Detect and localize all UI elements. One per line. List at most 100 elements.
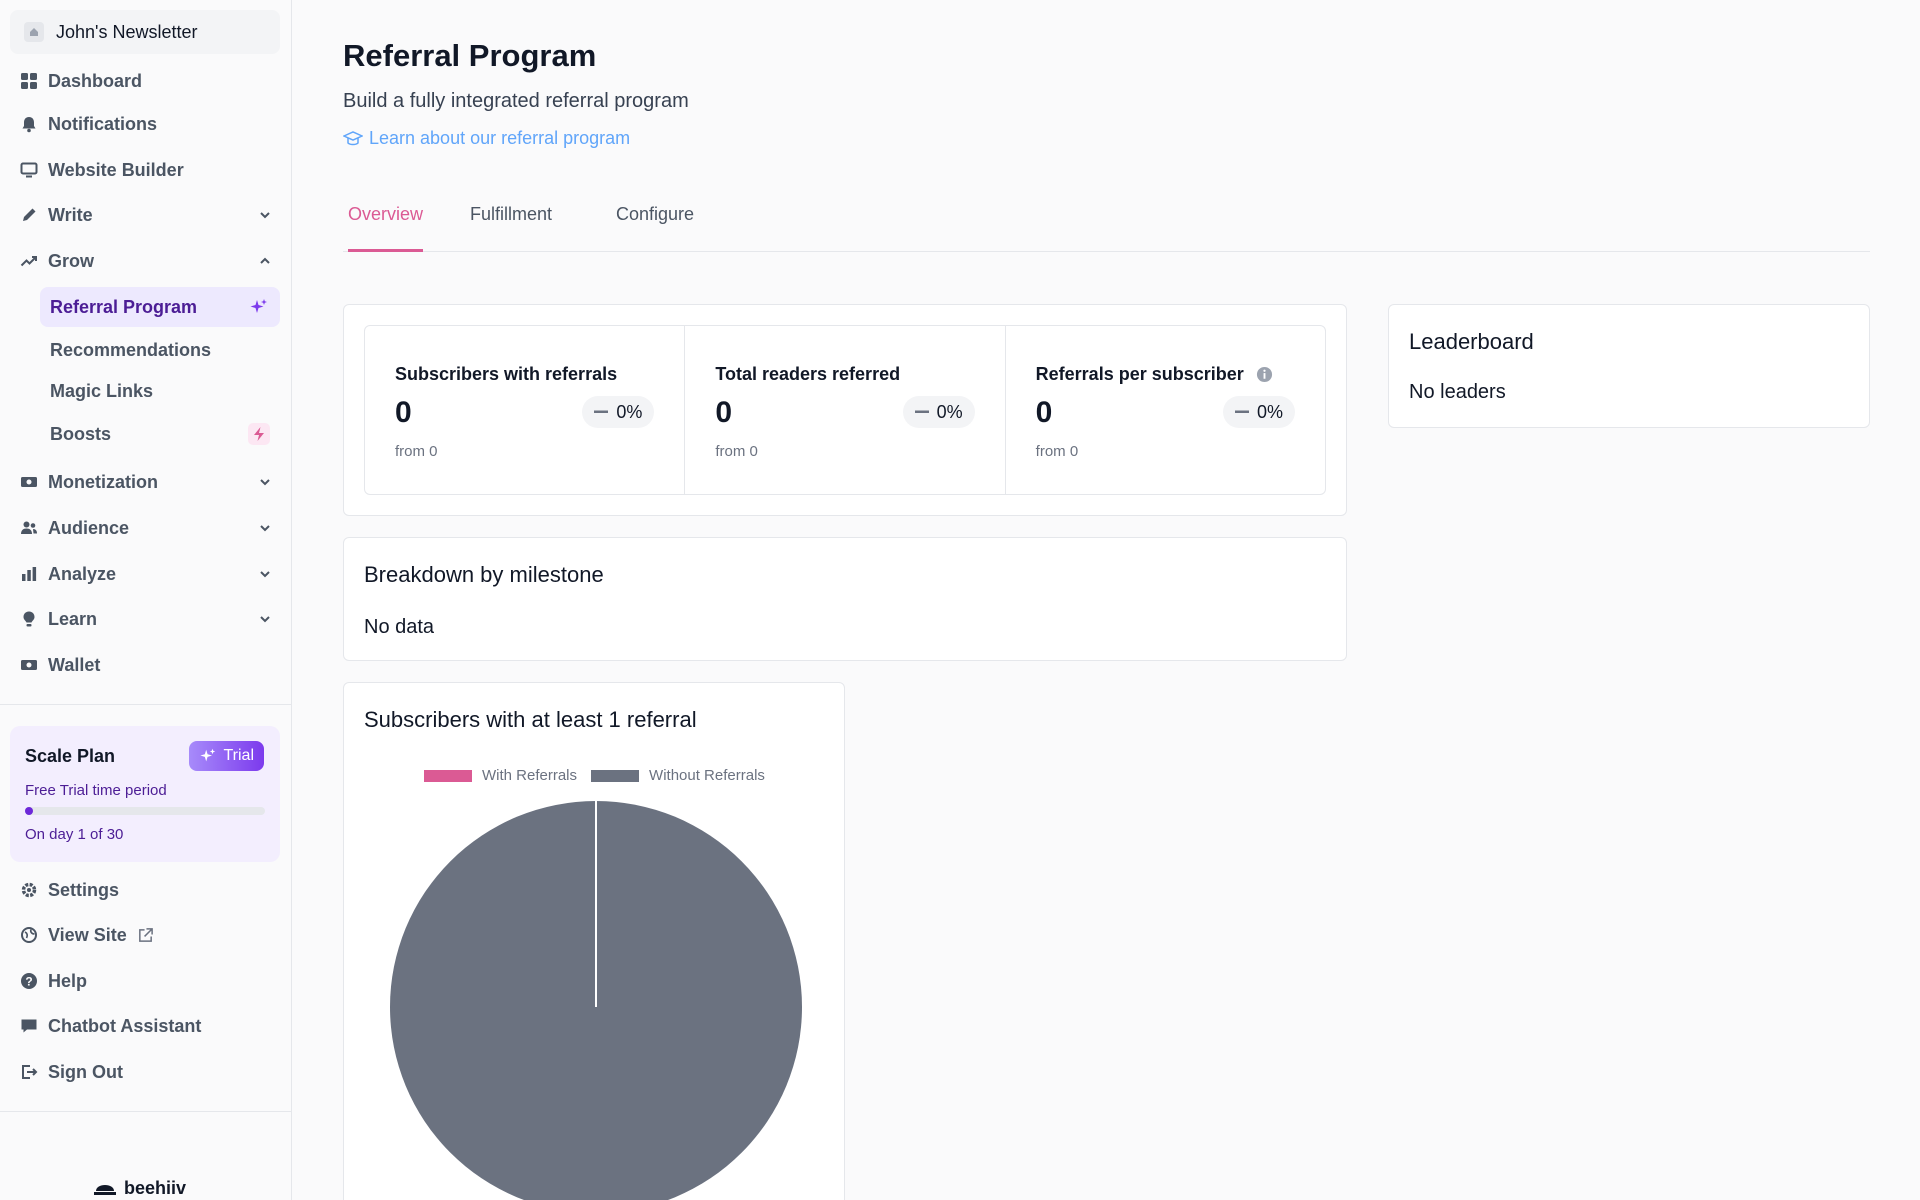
globe-icon xyxy=(20,926,38,944)
nav-sign-out[interactable]: Sign Out xyxy=(20,1054,282,1090)
stat-from: from 0 xyxy=(715,443,758,460)
wallet-icon xyxy=(20,656,38,674)
change-badge: 0% xyxy=(902,396,975,428)
publication-logo-icon xyxy=(24,22,44,42)
chevron-down-icon xyxy=(260,571,270,578)
stat-label-text: Total readers referred xyxy=(715,364,901,384)
nav-label: Sign Out xyxy=(48,1061,123,1082)
chart-legend: With Referrals Without Referrals xyxy=(424,767,779,784)
bee-icon xyxy=(94,1184,116,1195)
sidebar-item-boosts[interactable]: Boosts xyxy=(40,414,280,454)
change-value: 0% xyxy=(1256,401,1283,422)
sub-label: Recommendations xyxy=(50,339,212,360)
publication-switcher[interactable]: John's Newsletter xyxy=(10,10,280,54)
graduation-cap-icon xyxy=(343,130,363,145)
nav-write[interactable]: Write xyxy=(20,197,282,233)
sign-out-icon xyxy=(20,1063,38,1081)
stats-card: Subscribers with referrals 0 0% from 0 T… xyxy=(343,304,1347,516)
info-icon[interactable] xyxy=(1256,366,1273,383)
learn-referral-link[interactable]: Learn about our referral program xyxy=(343,128,630,149)
dash-icon xyxy=(914,410,929,413)
stat-label: Total readers referred xyxy=(715,364,900,385)
nav-settings[interactable]: Settings xyxy=(20,872,282,908)
chart-title: Subscribers with at least 1 referral xyxy=(364,707,697,732)
stat-from: from 0 xyxy=(1035,443,1079,460)
legend-swatch xyxy=(591,769,640,782)
sidebar-item-recommendations[interactable]: Recommendations xyxy=(40,330,280,370)
stat-value: 0 xyxy=(1035,396,1053,429)
main-content: Referral Program Build a fully integrate… xyxy=(293,0,1920,1200)
plan-card: Scale Plan Trial Free Trial time period … xyxy=(10,726,280,862)
chat-icon xyxy=(20,1017,38,1035)
cash-icon xyxy=(20,473,38,491)
sub-label: Magic Links xyxy=(50,380,154,401)
dash-icon xyxy=(1234,410,1249,413)
stat-subscribers-with-referrals: Subscribers with referrals 0 0% from 0 xyxy=(365,326,686,494)
sidebar-item-referral-program[interactable]: Referral Program xyxy=(40,287,280,327)
trial-label: Trial xyxy=(223,747,254,764)
legend-item-without-referrals[interactable]: Without Referrals xyxy=(591,767,765,784)
tab-fulfillment[interactable]: Fulfillment xyxy=(470,204,553,224)
legend-label: Without Referrals xyxy=(649,767,765,784)
nav-wallet[interactable]: Wallet xyxy=(20,647,282,683)
pie-chart xyxy=(390,801,802,1200)
nav-label: Website Builder xyxy=(48,159,184,180)
stats-grid: Subscribers with referrals 0 0% from 0 T… xyxy=(364,325,1326,495)
leaderboard-card: Leaderboard No leaders xyxy=(1388,304,1870,428)
legend-swatch xyxy=(424,769,472,782)
nav-label: Analyze xyxy=(48,563,117,584)
nav-label: Dashboard xyxy=(48,70,143,91)
chevron-down-icon xyxy=(260,212,270,219)
change-badge: 0% xyxy=(582,396,655,428)
stat-label-text: Referrals per subscriber xyxy=(1035,364,1244,384)
sub-label: Boosts xyxy=(50,423,112,444)
nav-website-builder[interactable]: Website Builder xyxy=(20,152,282,188)
trial-progress-bar xyxy=(25,807,265,815)
change-value: 0% xyxy=(616,401,643,422)
chevron-down-icon xyxy=(260,525,270,532)
sparkles-icon xyxy=(248,296,270,318)
chevron-down-icon xyxy=(260,616,270,623)
tab-overview[interactable]: Overview xyxy=(348,204,424,252)
nav-chatbot[interactable]: Chatbot Assistant xyxy=(20,1008,282,1044)
tab-configure[interactable]: Configure xyxy=(616,204,695,224)
nav-label: Learn xyxy=(48,608,98,629)
trial-badge[interactable]: Trial xyxy=(189,741,264,771)
plan-day: On day 1 of 30 xyxy=(25,826,124,843)
trend-up-icon xyxy=(20,252,38,270)
dash-icon xyxy=(594,410,609,413)
nav-analyze[interactable]: Analyze xyxy=(20,556,282,592)
chevron-down-icon xyxy=(260,479,270,486)
divider xyxy=(0,704,292,705)
milestone-title: Breakdown by milestone xyxy=(364,562,604,587)
bell-icon xyxy=(20,115,38,133)
stat-label: Referrals per subscriber xyxy=(1036,364,1273,385)
milestone-body: No data xyxy=(364,616,435,638)
nav-audience[interactable]: Audience xyxy=(20,510,282,546)
nav-label: Chatbot Assistant xyxy=(48,1015,202,1036)
nav-help[interactable]: ? Help xyxy=(20,963,282,999)
nav-label: Wallet xyxy=(48,654,101,675)
nav-label: Grow xyxy=(48,250,95,271)
page-subtitle: Build a fully integrated referral progra… xyxy=(343,90,689,112)
monitor-icon xyxy=(20,161,38,179)
users-icon xyxy=(20,519,38,537)
sidebar-item-magic-links[interactable]: Magic Links xyxy=(40,371,280,411)
legend-label: With Referrals xyxy=(482,767,578,784)
nav-learn[interactable]: Learn xyxy=(20,601,282,637)
stat-from: from 0 xyxy=(395,443,438,460)
nav-label: Write xyxy=(48,204,93,225)
plan-title: Scale Plan xyxy=(25,746,116,766)
nav-grow[interactable]: Grow xyxy=(20,243,282,279)
trial-progress-fill xyxy=(25,807,33,815)
publication-name: John's Newsletter xyxy=(56,21,198,42)
nav-dashboard[interactable]: Dashboard xyxy=(20,63,282,99)
leaderboard-body: No leaders xyxy=(1409,381,1506,403)
nav-view-site[interactable]: View Site xyxy=(20,917,282,953)
learn-link-label: Learn about our referral program xyxy=(369,128,631,148)
nav-notifications[interactable]: Notifications xyxy=(20,106,282,142)
nav-monetization[interactable]: Monetization xyxy=(20,464,282,500)
legend-item-with-referrals[interactable]: With Referrals xyxy=(424,767,577,784)
stat-total-readers-referred: Total readers referred 0 0% from 0 xyxy=(685,326,1006,494)
stat-label-text: Subscribers with referrals xyxy=(395,364,618,384)
